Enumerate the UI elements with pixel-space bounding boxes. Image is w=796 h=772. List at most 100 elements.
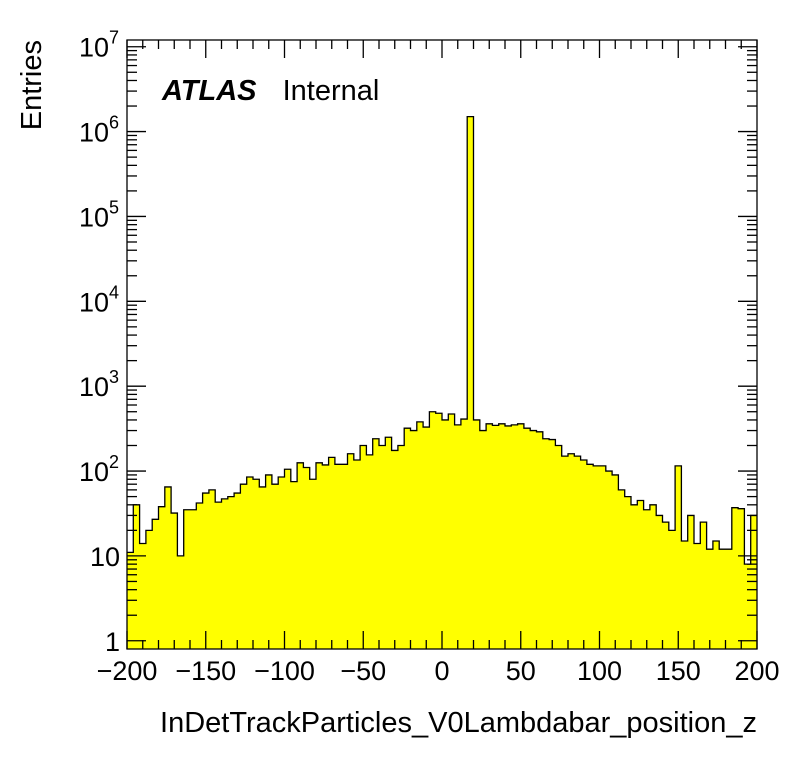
histogram-bar: [316, 462, 323, 649]
x-tick-label: −200: [97, 656, 158, 686]
histogram-bar: [605, 471, 613, 649]
y-tick-labels: 1 10 102 103 104 105 106 107: [79, 28, 120, 657]
histogram-bar: [656, 515, 663, 649]
histogram-bar: [334, 464, 342, 649]
histogram-bar: [309, 479, 317, 649]
histogram-bar: [297, 462, 304, 649]
histogram-bar: [549, 439, 556, 649]
histogram-bar: [379, 445, 386, 649]
atlas-label: ATLAS Internal: [161, 75, 379, 107]
histogram-bar: [328, 457, 336, 649]
histogram-bar: [353, 459, 361, 649]
histogram-bar: [473, 419, 481, 649]
x-tick-label: −150: [175, 656, 236, 686]
histogram-bar: [738, 508, 745, 649]
histogram-bar: [574, 456, 581, 649]
histogram-bar: [202, 493, 210, 649]
histogram-bar: [460, 419, 468, 649]
y-tick-label: 105: [79, 197, 119, 232]
histogram-bar: [435, 413, 443, 649]
histogram-bar: [164, 486, 172, 649]
histogram-bar: [246, 477, 254, 649]
x-tick-label: 50: [506, 656, 536, 686]
histogram-bar: [687, 515, 695, 649]
histogram-bar: [171, 513, 178, 649]
histogram-bar: [668, 530, 676, 649]
histogram-bar: [391, 450, 399, 649]
histogram-bar: [744, 564, 752, 649]
histogram-bar: [511, 424, 518, 649]
histogram-bar: [561, 456, 569, 649]
x-axis-label: InDetTrackParticles_V0Lambdabar_position…: [160, 707, 757, 739]
histogram-bar: [593, 465, 600, 649]
histogram-bar: [278, 477, 285, 649]
histogram-bar: [158, 506, 166, 649]
histogram-bar: [568, 453, 575, 649]
histogram-bar: [253, 479, 260, 649]
histogram-bar: [322, 464, 329, 649]
histogram-bar: [284, 469, 292, 649]
histogram-bar: [486, 423, 493, 649]
histogram-bar: [303, 467, 311, 649]
y-tick-label: 103: [79, 367, 119, 402]
histogram-bar: [271, 484, 279, 649]
histogram-bar: [599, 465, 607, 649]
histogram-bar: [366, 454, 374, 649]
histogram-bar: [215, 502, 222, 649]
x-tick-labels: −200 −150 −100 −50 0 50 100 150 200: [97, 656, 780, 686]
histogram-bar: [190, 509, 197, 649]
histogram-outline: [127, 115, 757, 565]
histogram-bar: [643, 509, 651, 649]
histogram-bar: [612, 474, 619, 649]
histogram-bar: [750, 515, 758, 649]
histogram-bar: [360, 445, 367, 649]
histogram-bar: [631, 504, 638, 649]
histogram-bar: [347, 453, 355, 649]
histogram-bar: [404, 428, 411, 649]
histogram-bar: [265, 474, 273, 649]
atlas-brand: ATLAS: [161, 75, 257, 107]
histogram-bar: [183, 509, 191, 649]
histogram-bar: [580, 459, 588, 649]
histogram-bar: [479, 430, 487, 649]
histogram-bar: [492, 425, 500, 649]
histogram-bar: [467, 116, 474, 649]
histogram-bar: [624, 496, 632, 649]
histogram-bar: [196, 503, 203, 649]
histogram-bar: [498, 423, 506, 649]
histogram-bar: [530, 430, 537, 649]
histogram-bar: [208, 489, 216, 649]
histogram-bar: [139, 543, 147, 649]
histogram-bar: [290, 481, 298, 649]
histogram-bar: [523, 428, 531, 649]
histogram-bar: [454, 424, 462, 649]
histogram-bar: [536, 431, 544, 649]
histogram-bar: [662, 522, 670, 649]
y-tick-label: 1: [105, 627, 120, 657]
histogram-bar: [372, 438, 380, 649]
histogram-bar: [397, 445, 405, 649]
histogram-bar: [259, 486, 266, 649]
histogram-bar: [694, 543, 701, 649]
histogram-bar: [712, 540, 720, 649]
x-tick-label: 150: [656, 656, 701, 686]
histogram-bar: [423, 427, 430, 649]
histogram-bar: [725, 549, 733, 649]
histogram-bar: [637, 500, 644, 649]
histogram-bar: [234, 493, 241, 649]
histogram-bar: [586, 464, 594, 649]
axis-ticks: [126, 40, 758, 649]
histogram-bars: [127, 116, 758, 649]
histogram-bar: [649, 504, 657, 649]
y-tick-label: 10: [90, 542, 120, 572]
x-tick-label: 0: [434, 656, 449, 686]
histogram-bar: [681, 540, 689, 649]
histogram-bar: [719, 549, 726, 649]
x-tick-label: 200: [734, 656, 779, 686]
y-tick-label: 107: [79, 28, 119, 63]
histogram-bar: [152, 519, 159, 649]
histogram-bar: [416, 421, 424, 649]
x-tick-label: −50: [340, 656, 386, 686]
histogram-bar: [133, 504, 140, 649]
